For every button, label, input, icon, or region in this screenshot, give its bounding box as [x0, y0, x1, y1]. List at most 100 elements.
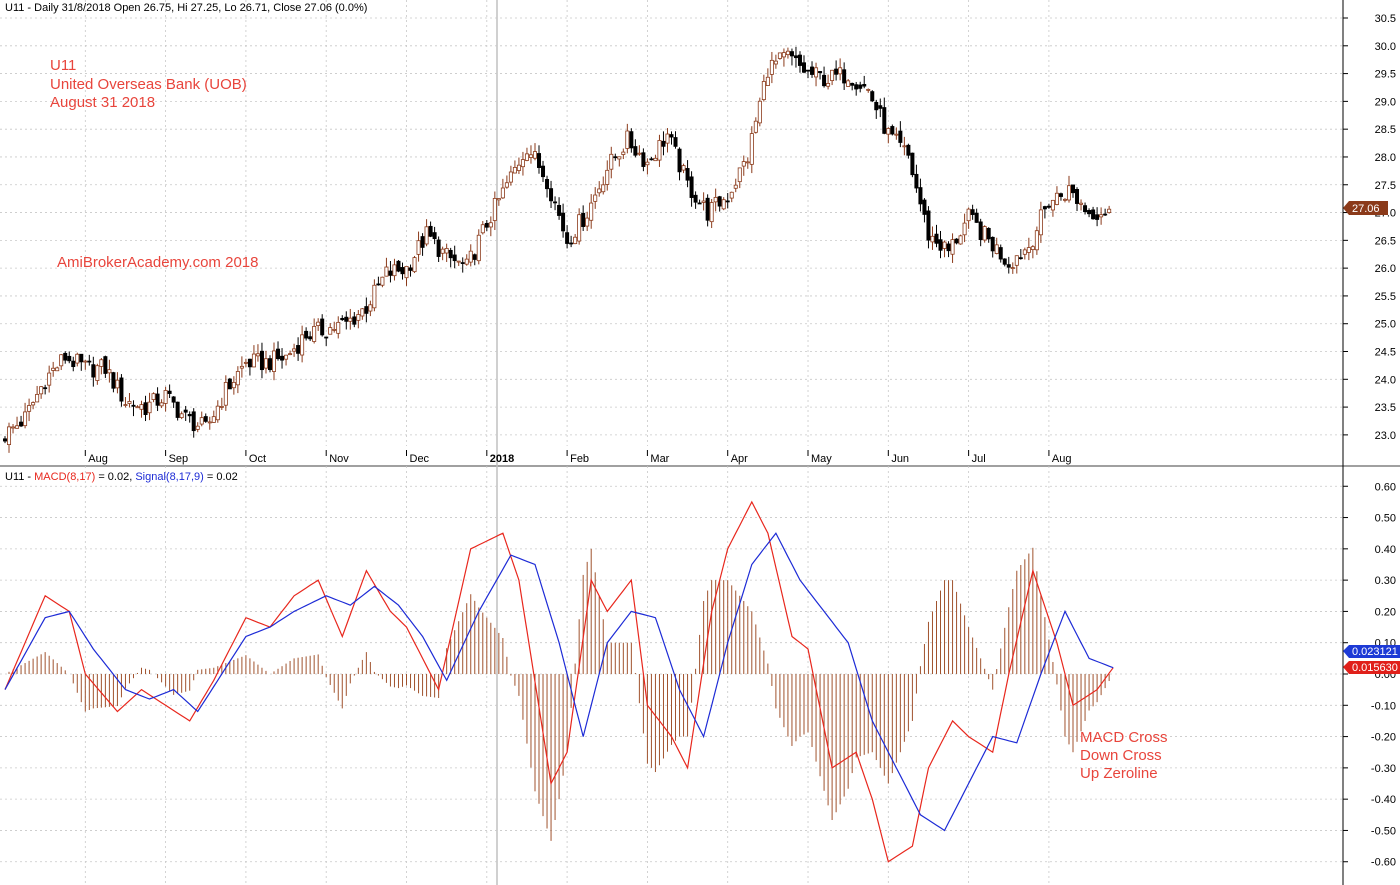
candle-body	[296, 345, 301, 354]
candle-body	[701, 200, 706, 203]
candle-body	[348, 317, 353, 322]
macd-y-tick-label: 0.30	[1375, 575, 1396, 587]
candle-body	[508, 171, 513, 183]
candle-body	[557, 204, 562, 216]
candle-body	[765, 76, 770, 86]
candle-body	[974, 212, 979, 223]
candle-body	[111, 372, 116, 389]
macd-y-tick-label: -0.40	[1371, 794, 1396, 806]
price-y-tick-label: 29.5	[1375, 69, 1396, 81]
candle-body	[601, 184, 606, 193]
candle-body	[143, 402, 148, 415]
candle-body	[589, 202, 594, 221]
candle-body	[163, 390, 168, 404]
candle-body	[1107, 208, 1112, 214]
candle-body	[19, 421, 24, 427]
price-y-tick-label: 26.5	[1375, 235, 1396, 247]
candle-body	[251, 353, 256, 368]
candle-body	[789, 51, 794, 57]
candle-body	[577, 214, 582, 242]
candle-body	[191, 411, 196, 432]
candle-body	[541, 165, 546, 178]
candle-body	[223, 382, 228, 406]
candle-body	[990, 236, 995, 252]
candle-body	[316, 321, 321, 327]
candle-body	[300, 334, 305, 356]
candle-body	[942, 241, 947, 249]
candle-body	[1022, 249, 1027, 255]
candle-body	[581, 212, 586, 227]
candle-body	[838, 67, 843, 75]
candle-body	[392, 264, 397, 277]
candle-body	[737, 167, 742, 183]
candle-body	[516, 164, 521, 171]
candle-body	[488, 222, 493, 228]
candle-body	[456, 260, 461, 263]
candle-body	[657, 140, 662, 161]
candle-body	[67, 355, 72, 362]
candle-body	[677, 148, 682, 173]
candle-body	[693, 194, 698, 203]
x-tick-label: May	[811, 453, 832, 465]
candle-body	[288, 353, 293, 356]
candle-body	[368, 304, 373, 312]
candle-body	[1083, 205, 1088, 213]
candle-body	[621, 151, 626, 155]
candle-body	[613, 156, 618, 159]
candle-body	[605, 169, 610, 185]
candle-body	[408, 267, 413, 271]
candle-body	[99, 359, 104, 367]
candle-body	[874, 101, 879, 111]
candle-body	[826, 82, 831, 87]
candle-body	[958, 235, 963, 245]
candle-body	[689, 176, 694, 198]
candle-body	[119, 377, 124, 402]
candle-body	[1014, 255, 1019, 266]
macd-panel-title: U11 - MACD(8,17) = 0.02, Signal(8,17,9) …	[5, 471, 238, 483]
candle-body	[709, 202, 714, 223]
candle-body	[63, 352, 68, 361]
candle-body	[83, 360, 88, 363]
candle-body	[79, 353, 84, 363]
candle-body	[512, 167, 517, 174]
candle-body	[352, 316, 357, 325]
candle-body	[918, 187, 923, 205]
candle-body	[641, 152, 646, 167]
candle-body	[420, 236, 425, 248]
price-y-tick-label: 30.0	[1375, 41, 1396, 53]
candle-body	[412, 257, 417, 273]
candle-body	[777, 52, 782, 59]
candle-body	[745, 161, 750, 164]
candle-body	[267, 358, 272, 371]
candle-body	[910, 152, 915, 176]
candle-body	[930, 235, 935, 243]
annotation-macd-cross: MACD Cross	[1080, 729, 1168, 746]
candle-body	[1054, 192, 1059, 205]
candle-body	[492, 198, 497, 221]
last-price-badge-shape	[1343, 201, 1388, 215]
candle-body	[669, 134, 674, 138]
candle-body	[263, 358, 268, 369]
candle-body	[247, 358, 252, 368]
candle-body	[673, 137, 678, 147]
candle-body	[1091, 209, 1096, 220]
candle-body	[372, 284, 377, 309]
candle-body	[484, 222, 489, 228]
candle-body	[384, 266, 389, 277]
candle-body	[11, 426, 16, 429]
candle-body	[308, 336, 313, 340]
annotation-watermark: AmiBrokerAcademy.com 2018	[57, 254, 258, 271]
candle-body	[219, 406, 224, 408]
candle-body	[336, 321, 341, 334]
candle-body	[661, 140, 666, 147]
candle-body	[946, 243, 951, 252]
candle-body	[147, 401, 152, 414]
x-tick-label: Jul	[972, 453, 986, 465]
candle-body	[356, 314, 361, 321]
price-candles	[3, 46, 1112, 453]
candle-body	[304, 330, 309, 339]
candle-body	[31, 402, 36, 406]
macd-title-label: MACD(8,17)	[34, 471, 95, 483]
x-tick-label: Aug	[88, 453, 108, 465]
candle-body	[894, 133, 899, 136]
